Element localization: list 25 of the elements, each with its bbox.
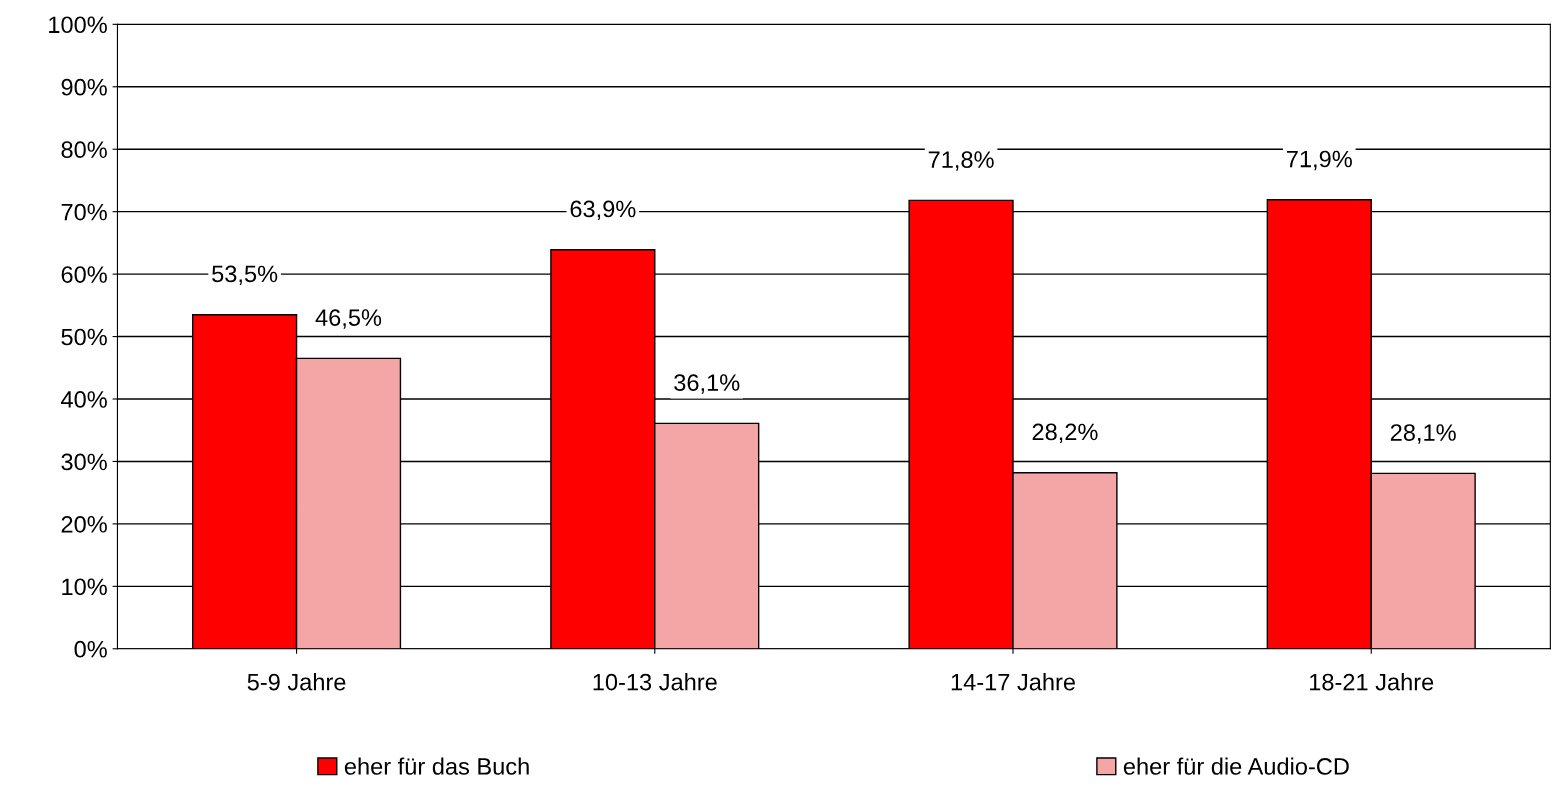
y-tick-label: 80% [61,141,107,159]
y-tick-label: 40% [61,391,107,408]
x-tick-label: 14-17 Jahre [951,673,1075,691]
y-tick-label: 70% [61,203,107,221]
data-label: 28,2% [1032,423,1098,444]
data-label: 46,5% [315,309,382,329]
y-tick-label: 100% [49,16,107,34]
data-label: 71,9% [1287,150,1352,171]
y-tick-label: 60% [61,266,107,283]
x-tick-label: 18-21 Jahre [1310,673,1434,691]
data-label: 28,1% [1390,424,1456,444]
data-label: 63,9% [570,200,636,221]
data-label: 71,8% [928,151,994,171]
y-tick-label: 10% [62,578,107,596]
x-tick-label: 10-13 Jahre [593,673,717,691]
y-tick-label: 20% [61,515,107,533]
x-tick-label: 5-9 Jahre [247,673,346,691]
y-tick-label: 50% [61,328,107,346]
data-label: 53,5% [212,265,278,286]
y-tick-label: 0% [74,640,107,658]
y-tick-label: 90% [61,78,107,96]
data-label: 36,1% [674,374,740,394]
legend-label: eher für das Buch [344,757,529,775]
y-tick-label: 30% [61,453,107,471]
legend-label: eher für die Audio-CD [1123,757,1349,775]
